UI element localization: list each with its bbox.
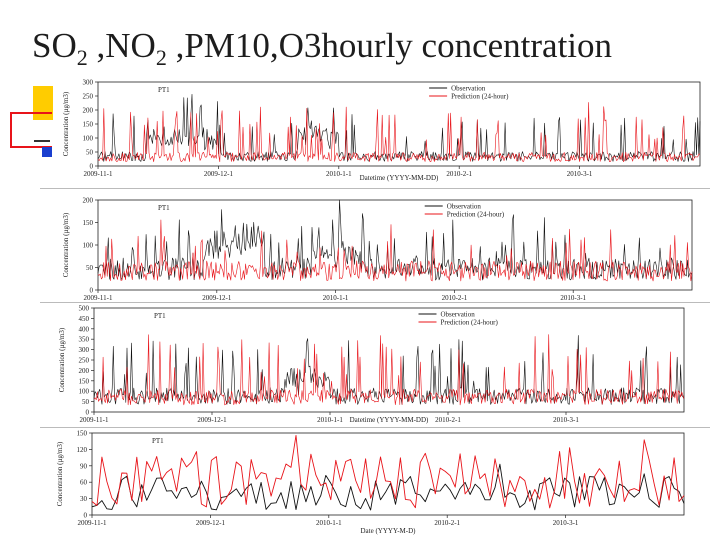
x-tick-label: 2010-2-1	[442, 294, 468, 302]
chart-pm10: 0 50 100 150 200 250 300 350 400 450 500 Concentrat…	[52, 304, 704, 426]
x-tick-label: 2009-12-1	[196, 519, 226, 527]
chart-no2: 0 50 100 150 200 Concentration (µg/m3) 2009-11…	[52, 190, 704, 302]
y-tick-label: 100	[79, 388, 90, 396]
y-tick-label: 200	[83, 107, 94, 115]
x-tick-label: 2009-12-1	[204, 170, 234, 178]
series-line	[97, 102, 701, 162]
series-line	[97, 94, 701, 162]
y-axis-label: Concentration (µg/m3)	[56, 441, 64, 506]
y-tick-label: 150	[83, 121, 94, 129]
legend-label: Observation	[441, 311, 476, 319]
series-line	[93, 335, 685, 405]
y-tick-label: 200	[79, 367, 90, 375]
chart-so2-svg: 0 50 100 150 200 250 300 Concentration (µg/m3) 2…	[62, 79, 701, 182]
y-tick-label: 50	[82, 398, 90, 406]
y-tick-label: 250	[83, 93, 94, 101]
plot-frame	[91, 432, 685, 516]
legend-label: Observation	[451, 85, 486, 93]
y-tick-label: 450	[79, 315, 90, 323]
x-tick-label: 2010-2-1	[435, 416, 461, 424]
legend-label: Prediction (24-hour)	[441, 319, 499, 327]
x-tick-label: 2009-11-1	[78, 519, 107, 527]
legend-label: Prediction (24-hour)	[447, 211, 505, 219]
panel-divider	[40, 302, 710, 303]
x-tick-label: 2009-12-1	[197, 416, 227, 424]
series-line	[97, 219, 693, 282]
y-tick-label: 150	[77, 430, 88, 438]
y-tick-label: 30	[80, 495, 88, 503]
y-tick-label: 100	[83, 135, 94, 143]
accent-blue-block	[42, 147, 52, 157]
title-part: ,PM10,O3hourly concentration	[166, 26, 613, 65]
x-tick-label: 2010-2-1	[446, 170, 472, 178]
x-tick-label: 2010-2-1	[434, 519, 460, 527]
station-label: PT1	[158, 86, 170, 94]
x-tick-label: 2009-11-1	[84, 294, 113, 302]
x-axis-label: Date (YYYY-M-D)	[360, 527, 416, 535]
y-tick-label: 50	[86, 264, 94, 272]
x-axis-label: Datetime (YYYY-MM-DD)	[360, 174, 439, 182]
title-subscript: 2	[155, 45, 167, 70]
y-tick-label: 500	[79, 305, 90, 313]
x-tick-label: 2010-1-1	[316, 519, 342, 527]
y-tick-label: 300	[83, 79, 94, 87]
y-axis-label: Concentration (µg/m3)	[62, 212, 70, 277]
y-tick-label: 150	[79, 377, 90, 385]
y-tick-label: 50	[86, 149, 94, 157]
chart-pm10-svg: 0 50 100 150 200 250 300 350 400 450 500 Concentrat…	[58, 305, 685, 424]
y-tick-label: 200	[83, 197, 94, 205]
series-line	[93, 334, 685, 406]
y-tick-label: 0	[90, 163, 94, 171]
series-line	[91, 434, 685, 509]
accent-red-block	[10, 112, 52, 148]
y-tick-label: 0	[84, 512, 88, 520]
chart-o3-svg: 0 30 60 90 120 150 Concentration (µg/m3) 2009-1…	[56, 430, 685, 535]
y-tick-label: 60	[80, 479, 88, 487]
x-tick-label: 2009-11-1	[80, 416, 109, 424]
title-subscript: 2	[76, 45, 88, 70]
y-tick-label: 150	[83, 219, 94, 227]
x-tick-label: 2010-3-1	[553, 519, 579, 527]
y-tick-label: 300	[79, 346, 90, 354]
y-tick-label: 250	[79, 357, 90, 365]
y-tick-label: 0	[86, 409, 90, 417]
y-axis-label: Concentration (µg/m3)	[58, 327, 66, 392]
x-tick-label: 2010-1-1	[326, 170, 352, 178]
panel-divider	[40, 188, 710, 189]
chart-so2: 0 50 100 150 200 250 300 Concentration (µg/m3) 2…	[52, 76, 704, 188]
x-tick-label: 2010-1-1	[317, 416, 343, 424]
y-tick-label: 100	[83, 242, 94, 250]
x-tick-label: 2010-3-1	[567, 170, 593, 178]
accent-yellow-block	[33, 86, 53, 120]
y-tick-label: 90	[80, 462, 88, 470]
panel-divider	[40, 427, 710, 428]
station-label: PT1	[154, 312, 166, 320]
series-line	[97, 199, 693, 281]
y-tick-label: 120	[77, 446, 88, 454]
title-part: SO	[32, 26, 77, 65]
y-tick-label: 0	[90, 287, 94, 295]
legend-label: Prediction (24-hour)	[451, 93, 509, 101]
x-tick-label: 2009-11-1	[84, 170, 113, 178]
x-axis-label: Datetime (YYYY-MM-DD)	[350, 416, 429, 424]
x-tick-label: 2009-12-1	[202, 294, 232, 302]
legend-label: Observation	[447, 203, 482, 211]
y-tick-label: 350	[79, 336, 90, 344]
title-part: ,NO	[87, 26, 156, 65]
y-axis-label: Concentration (µg/m3)	[62, 91, 70, 156]
series-line	[91, 463, 685, 511]
x-tick-label: 2010-1-1	[323, 294, 349, 302]
page-title: SO2 ,NO2 ,PM10,O3hourly concentration	[32, 24, 712, 80]
y-tick-label: 400	[79, 325, 90, 333]
chart-no2-svg: 0 50 100 150 200 Concentration (µg/m3) 2009-11…	[62, 197, 693, 302]
x-tick-label: 2010-3-1	[553, 416, 579, 424]
station-label: PT1	[158, 204, 170, 212]
accent-dark-bar	[34, 140, 50, 142]
chart-o3: 0 30 60 90 120 150 Concentration (µg/m3) 2009-1…	[52, 429, 704, 540]
station-label: PT1	[152, 437, 164, 445]
x-tick-label: 2010-3-1	[560, 294, 586, 302]
